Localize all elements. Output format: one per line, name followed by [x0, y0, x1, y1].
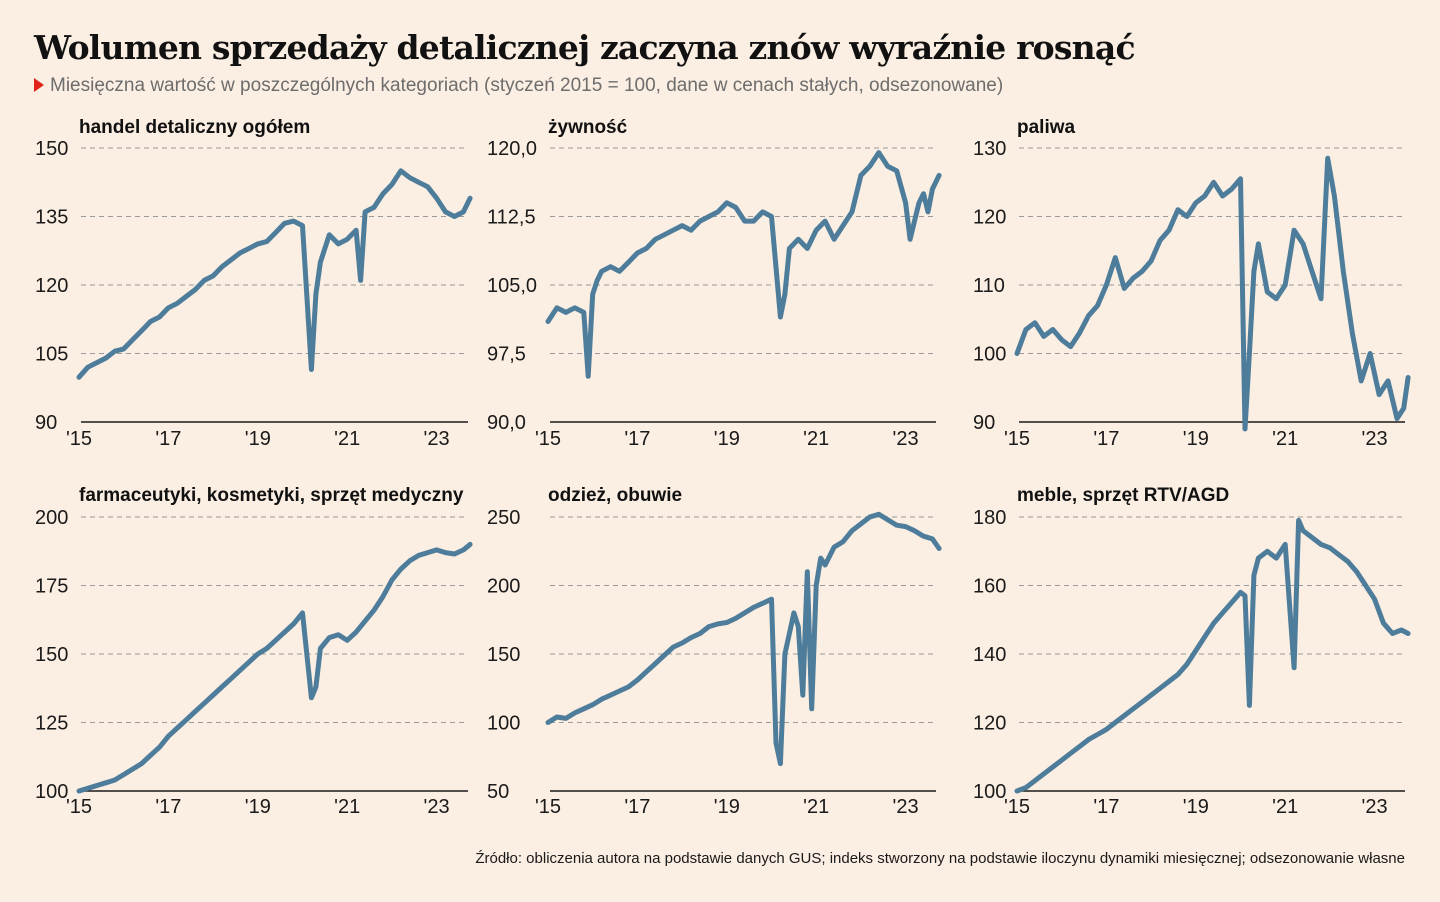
- x-tick-label: '21: [1272, 428, 1298, 450]
- series-line: [76, 168, 473, 380]
- x-tick-label: '17: [155, 796, 181, 818]
- y-tick-label: 112,5: [487, 207, 536, 229]
- page-title: Wolumen sprzedaży detalicznej zaczyna zn…: [34, 28, 1136, 67]
- y-tick-label: 160: [973, 576, 1006, 598]
- subtitle-text: Miesięczna wartość w poszczególnych kate…: [50, 75, 1004, 96]
- panel-title: paliwa: [1017, 117, 1076, 138]
- x-tick-label: '17: [155, 428, 181, 450]
- panel-title: żywność: [548, 117, 628, 138]
- x-tick-label: '23: [1362, 796, 1388, 818]
- y-tick-label: 140: [973, 644, 1006, 666]
- y-tick-label: 100: [973, 781, 1006, 803]
- x-tick-label: '19: [714, 796, 740, 818]
- chart-panel: 250 200 150 100 50 '15 '17 '19 '21 '23 odzież, obu…: [487, 485, 942, 818]
- x-tick-label: '21: [803, 428, 829, 450]
- y-tick-label: 50: [487, 781, 509, 803]
- y-tick-label: 200: [487, 576, 520, 598]
- y-tick-label: 90: [35, 412, 57, 434]
- x-tick-label: '19: [245, 428, 271, 450]
- x-tick-label: '23: [424, 796, 450, 818]
- x-tick-label: '23: [424, 428, 450, 450]
- y-tick-label: 150: [35, 644, 68, 666]
- chart-panel: 120,0 112,5 105,0 97,5 90,0 '15 '17 '19 '21 '23 ży…: [487, 117, 942, 450]
- series-line: [1014, 517, 1411, 794]
- y-tick-label: 200: [35, 507, 68, 529]
- x-tick-label: '15: [535, 796, 561, 818]
- y-tick-label: 120: [973, 207, 1006, 229]
- y-tick-label: 105,0: [487, 275, 537, 297]
- x-tick-label: '21: [803, 796, 829, 818]
- x-tick-label: '21: [334, 428, 360, 450]
- x-tick-label: '23: [1362, 428, 1388, 450]
- x-tick-label: '21: [334, 796, 360, 818]
- y-tick-label: 135: [35, 207, 68, 229]
- x-tick-label: '23: [893, 796, 919, 818]
- x-tick-label: '21: [1272, 796, 1298, 818]
- y-tick-label: 90,0: [487, 412, 526, 434]
- series-line: [545, 511, 942, 767]
- x-tick-label: '15: [66, 796, 92, 818]
- y-tick-label: 100: [487, 713, 520, 735]
- chart-panel: 180 160 140 120 100'15 '17 '19 '21 '23 meble, spr…: [973, 485, 1411, 818]
- y-tick-label: 150: [35, 138, 68, 160]
- y-tick-label: 97,5: [487, 344, 526, 366]
- panel-title: odzież, obuwie: [548, 485, 682, 506]
- panel-title: farmaceutyki, kosmetyki, sprzęt medyczny: [79, 485, 464, 506]
- chart-panel: 130 120 110 100 90 '15 '17 '19 '21 '23 paliwa: [973, 117, 1411, 450]
- series-line: [1014, 155, 1411, 432]
- x-tick-label: '17: [624, 428, 650, 450]
- y-tick-label: 250: [487, 507, 520, 529]
- x-tick-label: '17: [624, 796, 650, 818]
- x-tick-label: '23: [893, 428, 919, 450]
- y-tick-label: 120: [35, 275, 68, 297]
- x-tick-label: '19: [1183, 796, 1209, 818]
- x-tick-label: '15: [66, 428, 92, 450]
- y-tick-label: 105: [35, 344, 68, 366]
- series-line: [545, 150, 942, 379]
- panel-title: meble, sprzęt RTV/AGD: [1017, 485, 1229, 506]
- y-tick-label: 120,0: [487, 138, 537, 160]
- x-tick-label: '17: [1093, 428, 1119, 450]
- source-note: Źródło: obliczenia autora na podstawie d…: [475, 850, 1405, 867]
- y-tick-label: 175: [35, 576, 68, 598]
- x-tick-label: '15: [1004, 796, 1030, 818]
- y-tick-label: 125: [35, 713, 68, 735]
- y-tick-label: 150: [487, 644, 520, 666]
- y-tick-label: 180: [973, 507, 1006, 529]
- y-tick-label: 120: [973, 713, 1006, 735]
- x-tick-label: '19: [1183, 428, 1209, 450]
- subtitle: Miesięczna wartość w poszczególnych kate…: [34, 75, 1003, 97]
- y-tick-label: 130: [973, 138, 1006, 160]
- red-triangle-icon: [34, 78, 44, 92]
- y-tick-label: 110: [973, 275, 1005, 297]
- series-line: [76, 541, 473, 794]
- y-tick-label: 100: [35, 781, 68, 803]
- chart-panel: 150 135 120 105 90 '15 '17 '19 '21 '23 handel deta…: [35, 117, 473, 450]
- y-tick-label: 100: [973, 344, 1006, 366]
- x-tick-label: '15: [535, 428, 561, 450]
- chart-panel: 200 175 150 125 100'15 '17 '19 '21 '23 farmaceuty…: [35, 485, 473, 818]
- x-tick-label: '15: [1004, 428, 1030, 450]
- y-tick-label: 90: [973, 412, 995, 434]
- x-tick-label: '19: [245, 796, 271, 818]
- panel-title: handel detaliczny ogółem: [79, 117, 310, 138]
- x-tick-label: '19: [714, 428, 740, 450]
- x-tick-label: '17: [1093, 796, 1119, 818]
